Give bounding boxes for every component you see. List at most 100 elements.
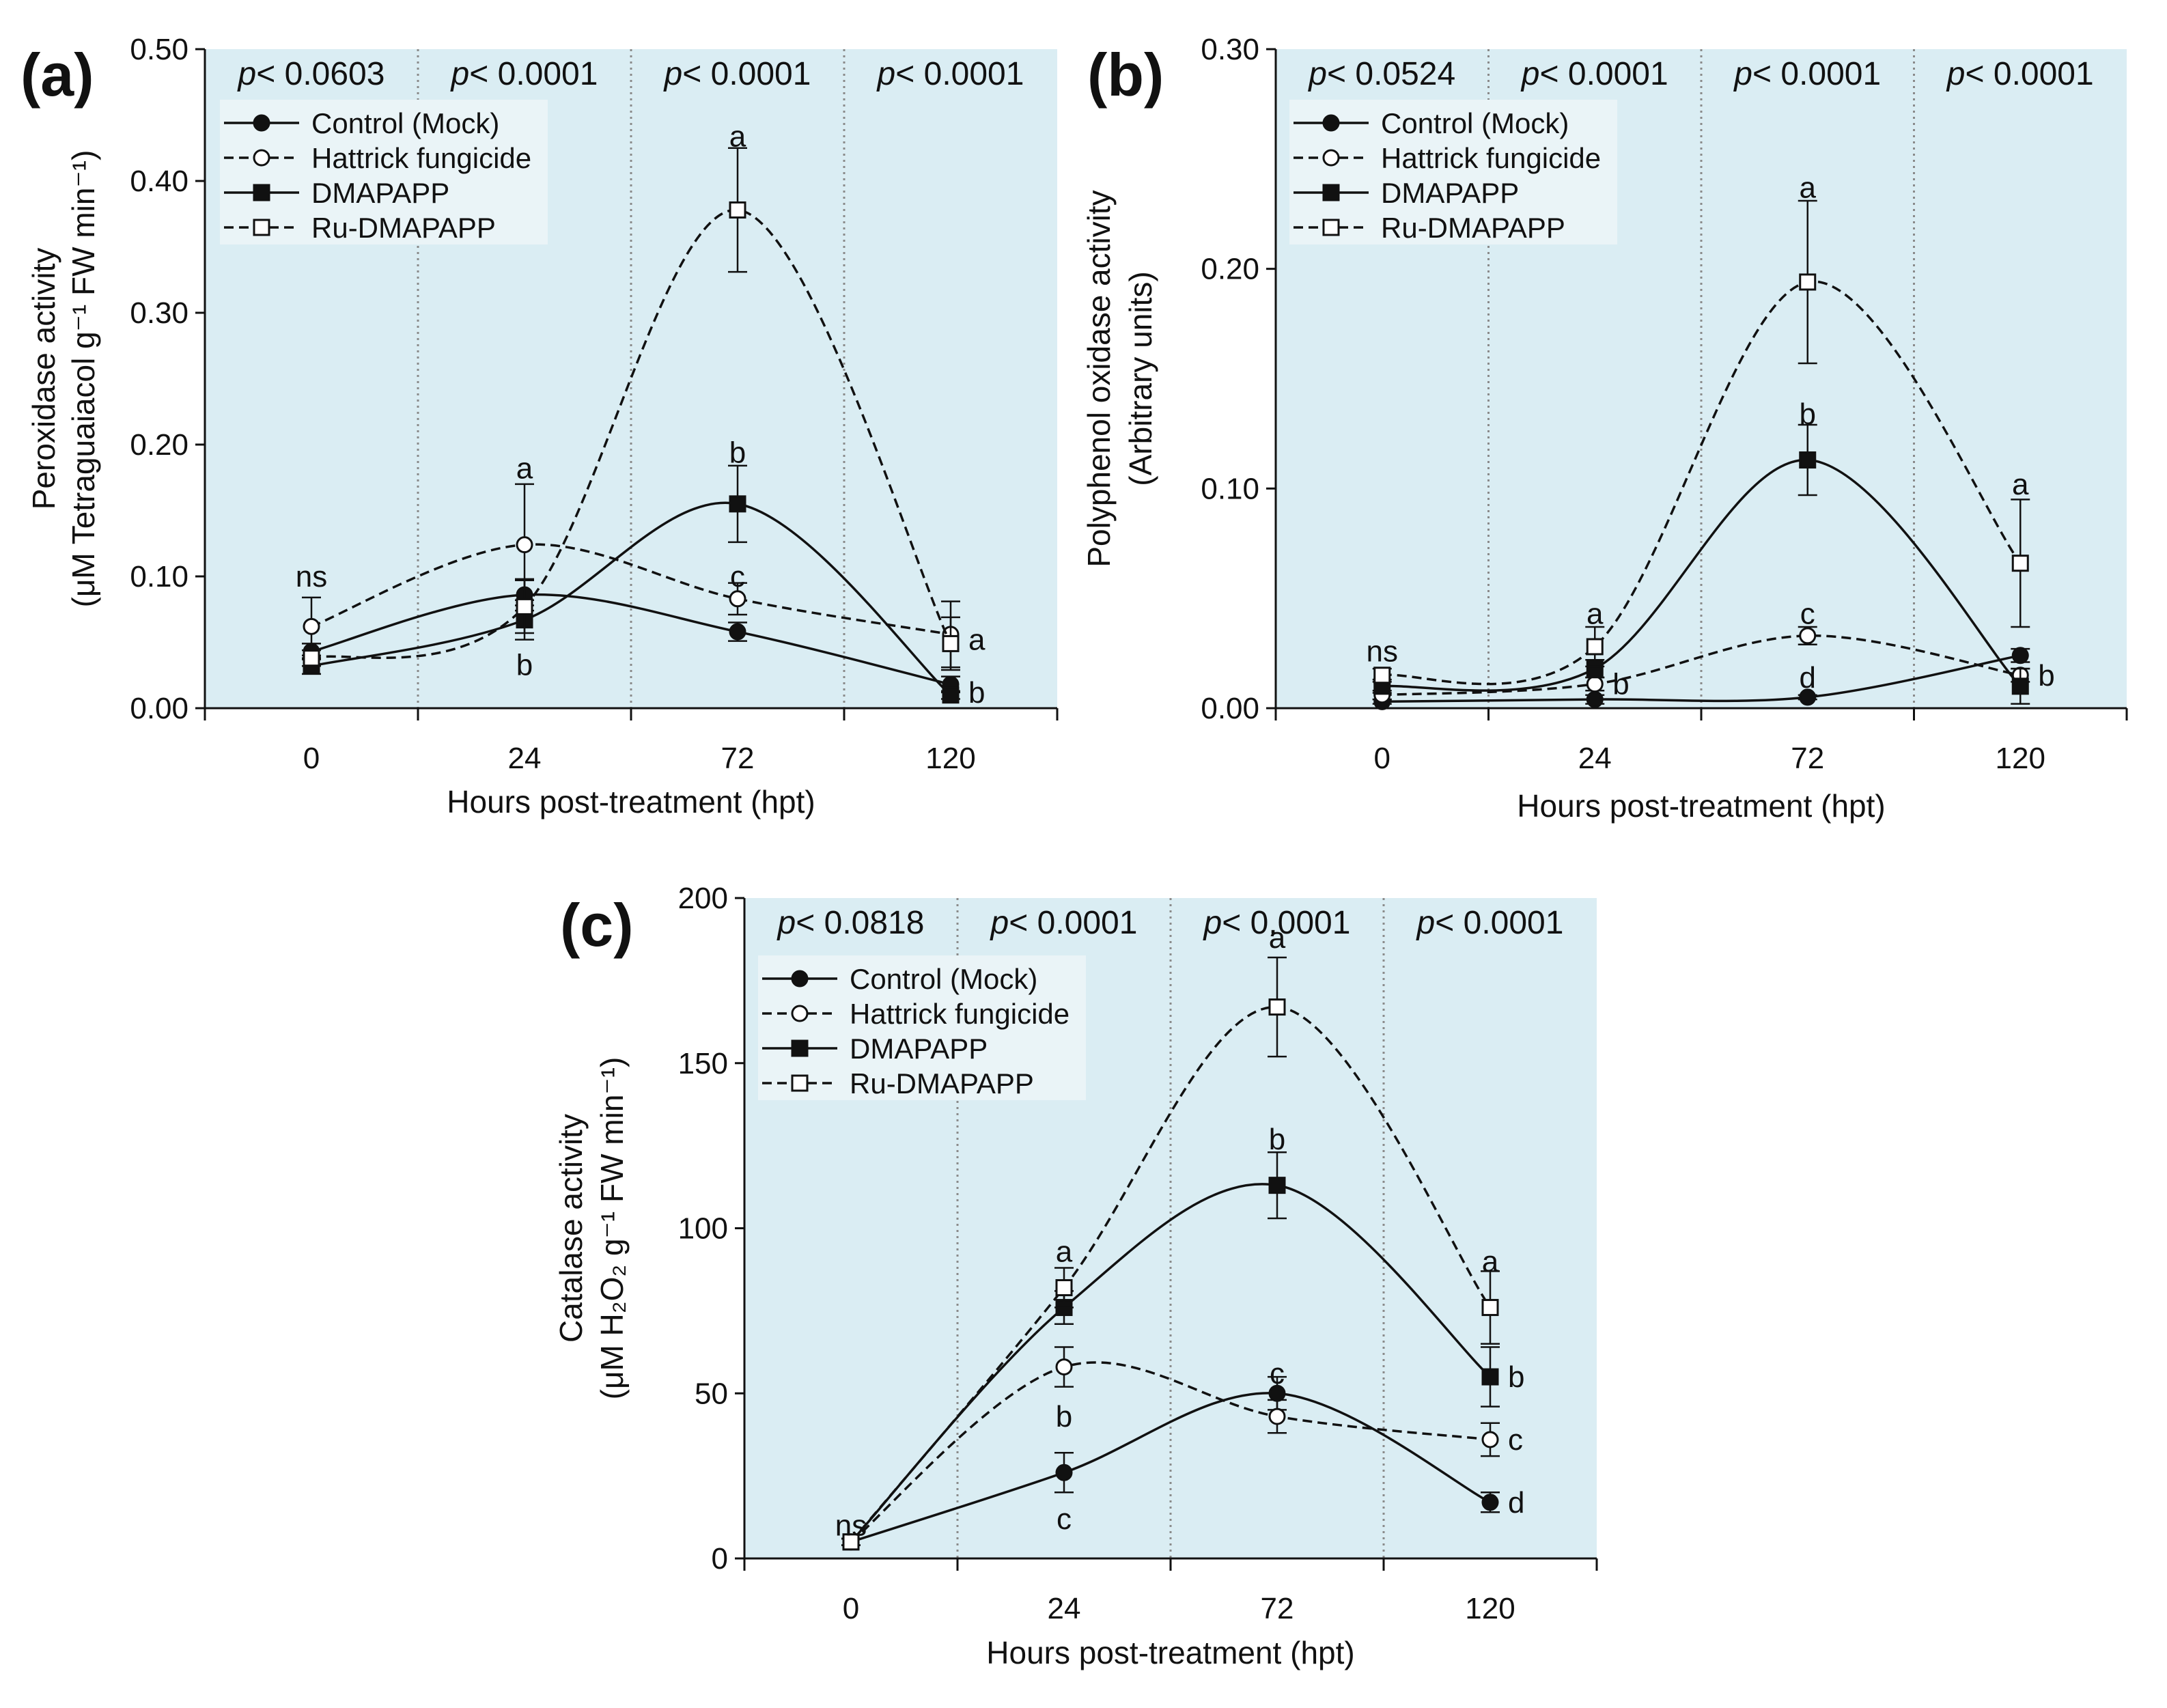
marker-hattrick-fungicide-legend-1 [1322, 149, 1340, 167]
series-control-mock- [1372, 647, 2030, 710]
significance-letter: b [968, 676, 985, 710]
marker-ru-dmapapp-2 [1799, 273, 1817, 291]
significance-letter: c [1270, 1357, 1285, 1390]
significance-letter: a [968, 624, 985, 657]
significance-letter: a [1482, 1245, 1499, 1278]
marker-ru-dmapapp-2 [729, 201, 746, 219]
marker-hattrick-fungicide-1 [516, 536, 533, 554]
p-value-text: < 0.0001 [1435, 905, 1563, 941]
marker-dmapapp-legend-2 [1322, 184, 1340, 201]
series-ru-dmapapp [841, 956, 1500, 1551]
series-ru-dmapapp [302, 147, 960, 671]
x-tick-label: 24 [508, 742, 542, 775]
legend: Control (Mock)Hattrick fungicideDMAPAPPR… [1289, 100, 1617, 244]
series-control-mock- [841, 1375, 1500, 1551]
marker-hattrick-fungicide-2 [729, 590, 746, 608]
x-axis-title: Hours post-treatment (hpt) [1517, 788, 1885, 824]
marker-ru-dmapapp-1 [1055, 1279, 1073, 1297]
p-value: p< 0.0001 [876, 56, 1024, 92]
marker-hattrick-fungicide-2 [1268, 1408, 1286, 1425]
legend-label: DMAPAPP [850, 1033, 988, 1065]
p-value-text: < 0.0001 [1009, 905, 1137, 941]
significance-letter: a [1800, 171, 1817, 205]
p-value-text: < 0.0001 [895, 56, 1024, 92]
y-tick-label: 0.50 [130, 33, 188, 66]
marker-ru-dmapapp-legend-3 [1322, 219, 1340, 236]
legend-label: Ru-DMAPAPP [1381, 212, 1565, 244]
legend: Control (Mock)Hattrick fungicideDMAPAPPR… [758, 955, 1086, 1100]
p-value-text: < 0.0001 [1752, 56, 1881, 92]
chart-panel-c: 0 50 100 150 200 0 24 72 120 Hours post-treatment… [553, 882, 1598, 1670]
legend-label: Hattrick fungicide [1381, 142, 1601, 174]
x-tick-label: 0 [303, 742, 320, 775]
marker-control-mock--legend-0 [791, 970, 809, 988]
p-value: p< 0.0818 [777, 905, 925, 941]
series-line [1382, 634, 2021, 697]
marker-control-mock--1 [1055, 1464, 1073, 1481]
legend-label: Control (Mock) [1381, 107, 1569, 139]
marker-ru-dmapapp-2 [1268, 998, 1286, 1016]
y-tick-label: 0.10 [1201, 472, 1259, 505]
significance-letter: b [729, 436, 746, 470]
marker-ru-dmapapp-0 [1373, 667, 1391, 684]
series-line [311, 593, 951, 686]
marker-ru-dmapapp-0 [842, 1533, 860, 1551]
significance-letter: b [1269, 1123, 1285, 1156]
panel-label: (b) [1087, 41, 1164, 109]
y-tick-label: 0 [712, 1542, 728, 1576]
x-axis-title: Hours post-treatment (hpt) [447, 784, 815, 820]
significance-letter: d [1508, 1486, 1524, 1520]
marker-hattrick-fungicide-3 [1481, 1431, 1499, 1448]
chart-panel-a: 0.00 0.10 0.20 0.30 0.40 0.50 0 24 72 120 Hours po… [20, 33, 1059, 820]
y-tick-label: 0.20 [1201, 253, 1259, 286]
marker-dmapapp-legend-2 [253, 184, 270, 201]
significance-letter: b [1056, 1400, 1072, 1433]
marker-hattrick-fungicide-legend-1 [791, 1005, 809, 1022]
p-value-symbol: p [1733, 56, 1752, 92]
legend-label: Ru-DMAPAPP [850, 1067, 1034, 1100]
p-value: p< 0.0001 [1520, 56, 1668, 92]
p-value-symbol: p [450, 56, 470, 92]
p-value: p< 0.0001 [1416, 905, 1564, 941]
series-line [850, 1005, 1492, 1543]
p-value: p< 0.0001 [1203, 905, 1351, 941]
y-tick-label: 0.00 [130, 692, 188, 725]
marker-control-mock--legend-0 [253, 114, 270, 132]
marker-dmapapp-2 [1268, 1177, 1286, 1194]
p-value: p< 0.0001 [450, 56, 598, 92]
marker-hattrick-fungicide-0 [303, 617, 320, 635]
p-value-text: < 0.0001 [1966, 56, 2094, 92]
significance-letter: b [1800, 397, 1816, 431]
series-line [1382, 458, 2022, 692]
p-value-symbol: p [876, 56, 896, 92]
marker-dmapapp-3 [942, 686, 960, 704]
marker-ru-dmapapp-3 [1481, 1299, 1499, 1317]
x-tick-label: 120 [1996, 742, 2045, 775]
p-value-symbol: p [1203, 905, 1222, 941]
y-tick-label: 0.00 [1201, 692, 1259, 725]
marker-dmapapp-3 [1481, 1368, 1499, 1386]
panel-label: (a) [20, 41, 94, 109]
significance-letter: a [729, 120, 746, 153]
marker-control-mock--2 [1799, 688, 1817, 706]
marker-ru-dmapapp-legend-3 [791, 1074, 809, 1092]
y-tick-label: 100 [678, 1212, 728, 1246]
significance-letter: a [1056, 1235, 1073, 1268]
p-value-text: < 0.0818 [796, 905, 924, 941]
series-line [850, 1392, 1491, 1543]
y-tick-label: 50 [695, 1377, 728, 1410]
series-line [1382, 654, 2021, 703]
legend-label: Ru-DMAPAPP [311, 212, 496, 244]
significance-letter: a [1586, 598, 1604, 631]
significance-letter: b [516, 648, 533, 682]
p-value-symbol: p [1520, 56, 1540, 92]
marker-control-mock--3 [2011, 647, 2029, 664]
legend: Control (Mock)Hattrick fungicideDMAPAPPR… [220, 100, 548, 244]
x-axis-title: Hours post-treatment (hpt) [986, 1635, 1354, 1670]
p-value-symbol: p [1416, 905, 1436, 941]
marker-ru-dmapapp-1 [516, 598, 533, 615]
p-value: p< 0.0001 [1946, 56, 2094, 92]
marker-hattrick-fungicide-1 [1055, 1358, 1073, 1376]
p-value-symbol: p [663, 56, 683, 92]
